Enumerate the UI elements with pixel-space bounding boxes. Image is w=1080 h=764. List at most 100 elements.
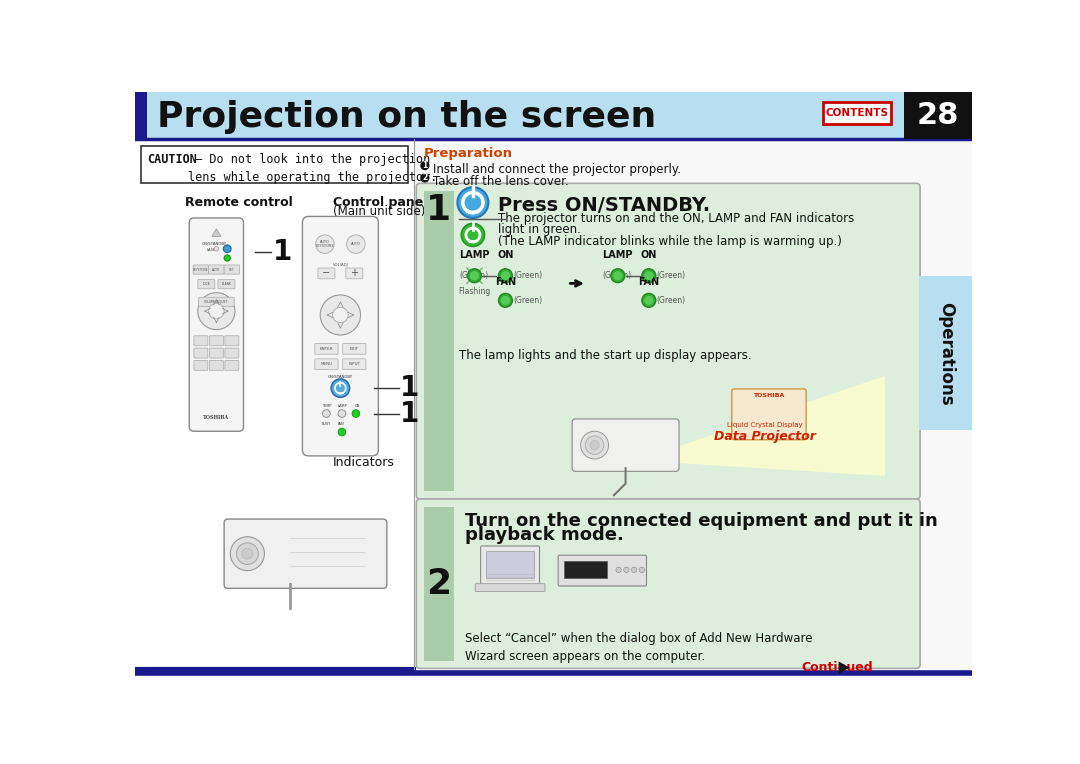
FancyBboxPatch shape bbox=[194, 335, 207, 346]
Text: BUSY: BUSY bbox=[322, 422, 332, 426]
FancyBboxPatch shape bbox=[210, 348, 224, 358]
Bar bbox=[414, 139, 972, 680]
Circle shape bbox=[616, 567, 621, 572]
Circle shape bbox=[323, 410, 330, 417]
Circle shape bbox=[208, 303, 225, 319]
Text: LAMP: LAMP bbox=[337, 404, 347, 408]
Text: Liquid Crystal Display: Liquid Crystal Display bbox=[727, 422, 802, 428]
Circle shape bbox=[632, 567, 637, 572]
FancyBboxPatch shape bbox=[314, 344, 338, 354]
Circle shape bbox=[347, 235, 365, 254]
Bar bbox=[424, 191, 454, 491]
Text: Projection on the screen: Projection on the screen bbox=[157, 100, 656, 134]
FancyBboxPatch shape bbox=[475, 584, 545, 591]
FancyBboxPatch shape bbox=[318, 268, 335, 279]
Bar bbox=[424, 507, 454, 661]
Text: 1: 1 bbox=[400, 374, 419, 402]
Circle shape bbox=[644, 271, 653, 280]
Circle shape bbox=[585, 436, 604, 455]
Circle shape bbox=[198, 293, 235, 329]
Text: Select “Cancel” when the dialog box of Add New Hardware
Wizard screen appears on: Select “Cancel” when the dialog box of A… bbox=[465, 633, 812, 663]
Text: AUTO
KEYSTONE: AUTO KEYSTONE bbox=[315, 240, 334, 248]
Circle shape bbox=[230, 537, 265, 571]
FancyBboxPatch shape bbox=[823, 102, 891, 124]
Circle shape bbox=[468, 269, 482, 283]
Bar bbox=[904, 92, 972, 139]
Circle shape bbox=[642, 269, 656, 283]
FancyBboxPatch shape bbox=[342, 359, 366, 370]
Text: 2: 2 bbox=[427, 567, 451, 601]
Polygon shape bbox=[839, 662, 850, 674]
Text: CONTENTS: CONTENTS bbox=[826, 108, 889, 118]
Text: LOCK: LOCK bbox=[202, 282, 211, 286]
Circle shape bbox=[501, 271, 510, 280]
Text: Continued: Continued bbox=[801, 661, 873, 674]
Circle shape bbox=[499, 269, 512, 283]
Circle shape bbox=[214, 247, 218, 251]
Text: KEYSTONE: KEYSTONE bbox=[193, 267, 208, 271]
Polygon shape bbox=[637, 376, 886, 476]
Text: ON/STANDBY: ON/STANDBY bbox=[202, 242, 227, 246]
Circle shape bbox=[458, 187, 488, 218]
FancyBboxPatch shape bbox=[346, 268, 363, 279]
FancyBboxPatch shape bbox=[732, 389, 806, 440]
FancyBboxPatch shape bbox=[194, 348, 207, 358]
FancyBboxPatch shape bbox=[302, 216, 378, 456]
FancyBboxPatch shape bbox=[225, 335, 239, 346]
Circle shape bbox=[581, 431, 608, 459]
Circle shape bbox=[321, 295, 361, 335]
Circle shape bbox=[590, 441, 599, 450]
FancyBboxPatch shape bbox=[225, 265, 240, 274]
Text: Operations: Operations bbox=[936, 302, 955, 405]
Bar bbox=[135, 92, 147, 139]
Text: LASER: LASER bbox=[207, 248, 218, 252]
Circle shape bbox=[237, 543, 258, 565]
Text: light in green.: light in green. bbox=[498, 223, 581, 236]
FancyBboxPatch shape bbox=[199, 297, 234, 306]
FancyBboxPatch shape bbox=[218, 280, 235, 289]
Text: Press ON/STANDBY.: Press ON/STANDBY. bbox=[498, 196, 710, 215]
Text: (Green): (Green) bbox=[603, 271, 632, 280]
FancyBboxPatch shape bbox=[572, 419, 679, 471]
Text: LAMP: LAMP bbox=[603, 251, 633, 261]
Text: 1: 1 bbox=[427, 193, 451, 227]
Text: VOL/ADJ: VOL/ADJ bbox=[333, 263, 348, 267]
Circle shape bbox=[242, 549, 253, 559]
Text: ON: ON bbox=[354, 404, 360, 408]
Text: +: + bbox=[350, 268, 359, 278]
Bar bbox=[565, 562, 607, 578]
Circle shape bbox=[611, 269, 625, 283]
Circle shape bbox=[501, 296, 510, 305]
Text: ON/STANDBY: ON/STANDBY bbox=[328, 374, 353, 379]
FancyBboxPatch shape bbox=[198, 280, 215, 289]
FancyBboxPatch shape bbox=[416, 499, 920, 668]
Text: INPUT: INPUT bbox=[348, 362, 361, 366]
FancyBboxPatch shape bbox=[558, 555, 647, 586]
Text: 2: 2 bbox=[422, 173, 428, 183]
Text: The projector turns on and the ON, LAMP and FAN indicators: The projector turns on and the ON, LAMP … bbox=[498, 212, 854, 225]
Text: Turn on the connected equipment and put it in: Turn on the connected equipment and put … bbox=[465, 512, 937, 530]
Circle shape bbox=[333, 307, 348, 322]
FancyBboxPatch shape bbox=[189, 218, 243, 431]
Text: Indicators: Indicators bbox=[333, 456, 394, 469]
Text: TEMP: TEMP bbox=[322, 404, 332, 408]
Circle shape bbox=[332, 379, 350, 397]
Text: – Do not look into the projection
lens while operating the projector.: – Do not look into the projection lens w… bbox=[188, 154, 437, 184]
Bar bbox=[919, 277, 972, 430]
Text: 28: 28 bbox=[917, 101, 959, 130]
Circle shape bbox=[338, 410, 346, 417]
Text: VOLUME/ADJUST: VOLUME/ADJUST bbox=[204, 300, 229, 304]
Circle shape bbox=[338, 428, 346, 436]
FancyBboxPatch shape bbox=[481, 546, 540, 586]
Circle shape bbox=[461, 223, 485, 247]
Circle shape bbox=[420, 161, 430, 170]
Circle shape bbox=[623, 567, 629, 572]
Text: Remote control: Remote control bbox=[186, 196, 293, 209]
Text: ENTER: ENTER bbox=[320, 347, 334, 351]
FancyBboxPatch shape bbox=[210, 361, 224, 371]
Circle shape bbox=[499, 293, 512, 307]
Circle shape bbox=[225, 255, 230, 261]
FancyBboxPatch shape bbox=[342, 344, 366, 354]
Text: (Green): (Green) bbox=[657, 296, 686, 305]
Text: BLANK: BLANK bbox=[221, 282, 231, 286]
